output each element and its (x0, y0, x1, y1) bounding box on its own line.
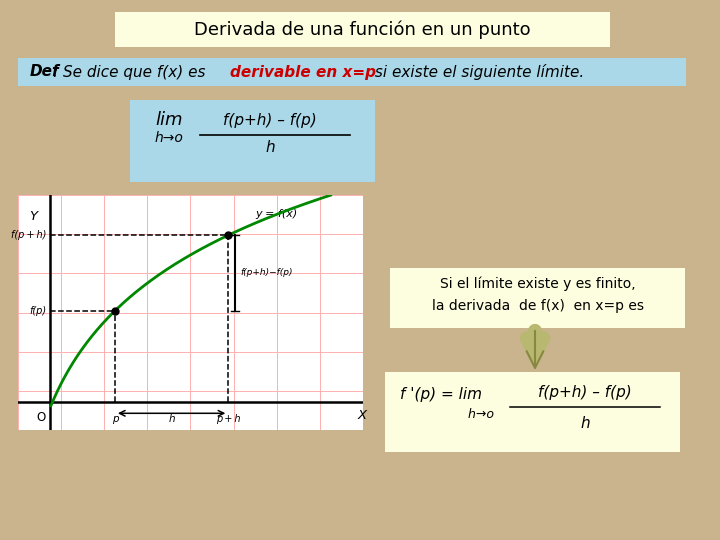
Text: f(p): f(p) (29, 306, 46, 316)
Text: lim: lim (155, 111, 182, 129)
Text: : Se dice que f(x) es: : Se dice que f(x) es (53, 64, 210, 79)
Text: h: h (265, 140, 275, 156)
Text: Si el límite existe y es finito,: Si el límite existe y es finito, (440, 276, 636, 291)
Bar (18, 195, 363, 430)
Text: f(p+h) – f(p): f(p+h) – f(p) (223, 112, 317, 127)
Text: h→o: h→o (400, 408, 494, 421)
Text: derivable en x=p: derivable en x=p (230, 64, 376, 79)
Text: h: h (168, 414, 175, 424)
Text: y = f(x): y = f(x) (255, 209, 297, 219)
Bar (115, 12, 610, 47)
Bar (130, 100, 375, 182)
Text: si existe el siguiente límite.: si existe el siguiente límite. (370, 64, 584, 80)
Text: f(p + h): f(p + h) (11, 230, 46, 240)
Bar (18, 58, 686, 86)
Text: f(p+h)−f(p): f(p+h)−f(p) (240, 268, 293, 278)
Bar (390, 268, 685, 328)
Text: Def: Def (30, 64, 60, 79)
Text: X: X (358, 409, 366, 422)
Text: p + h: p + h (216, 414, 240, 424)
Text: Derivada de una función en un punto: Derivada de una función en un punto (194, 21, 531, 39)
Text: h: h (580, 416, 590, 431)
Text: f '(p) = lim: f '(p) = lim (400, 387, 482, 402)
Text: h→o: h→o (155, 131, 184, 145)
Text: f(p+h) – f(p): f(p+h) – f(p) (538, 384, 632, 400)
Text: O: O (37, 411, 46, 424)
Text: la derivada  de f(x)  en x=p es: la derivada de f(x) en x=p es (432, 299, 644, 313)
Bar (385, 372, 680, 452)
Text: Y: Y (29, 210, 37, 222)
Text: p: p (112, 414, 118, 424)
